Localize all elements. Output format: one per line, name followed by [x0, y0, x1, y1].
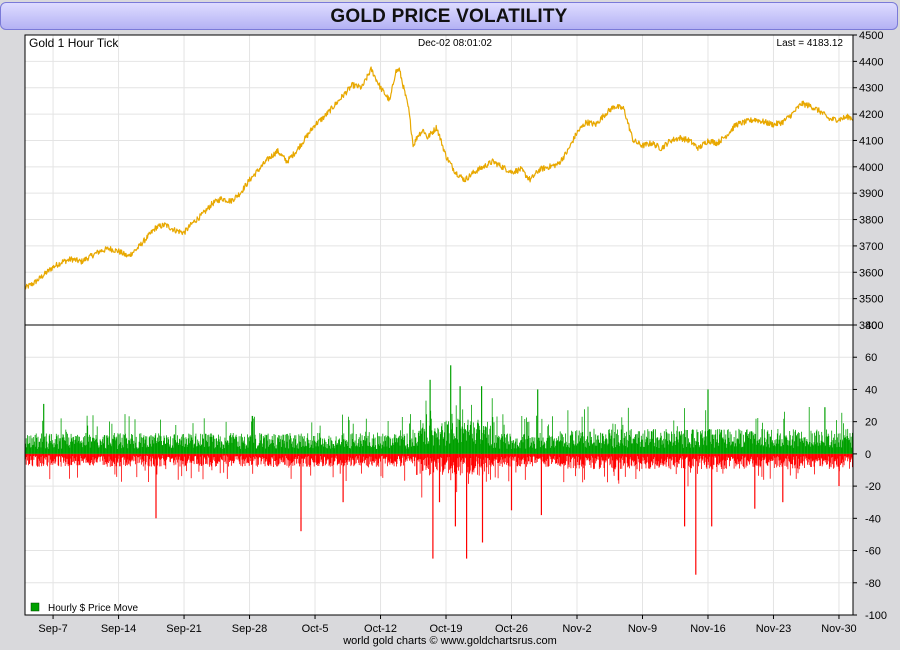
volatility-tick-label: 0 — [865, 449, 871, 461]
volatility-tick-label: -80 — [865, 578, 881, 590]
price-tick-label: 4000 — [859, 162, 883, 174]
chart-title: GOLD PRICE VOLATILITY — [330, 6, 568, 27]
volatility-tick-label: 60 — [865, 352, 877, 364]
date-tick-label: Oct-19 — [430, 623, 463, 635]
price-tick-label: 4200 — [859, 109, 883, 121]
last-price: Last = 4183.12 — [777, 38, 844, 49]
legend-swatch — [30, 602, 40, 612]
date-tick-label: Oct-5 — [302, 623, 329, 635]
price-panel — [24, 34, 854, 326]
price-tick-label: 4500 — [859, 30, 883, 42]
volatility-tick-label: 20 — [865, 417, 877, 429]
price-tick-label: 3400 — [859, 320, 883, 332]
price-tick-label: 3500 — [859, 294, 883, 306]
price-tick-label: 3700 — [859, 241, 883, 253]
price-tick-label: 4400 — [859, 56, 883, 68]
date-tick-label: Nov-9 — [628, 623, 657, 635]
date-tick-label: Sep-21 — [166, 623, 201, 635]
bars-layer — [24, 365, 853, 575]
date-tick-label: Oct-26 — [495, 623, 528, 635]
volatility-tick-label: -60 — [865, 546, 881, 558]
price-line — [24, 66, 854, 290]
date-tick-label: Nov-30 — [821, 623, 856, 635]
volatility-tick-label: -100 — [865, 610, 887, 622]
price-tick-label: 3800 — [859, 215, 883, 227]
footer-credit: world gold charts © www.goldchartsrus.co… — [342, 635, 557, 647]
price-tick-label: 4100 — [859, 135, 883, 147]
timestamp: Dec-02 08:01:02 — [418, 38, 492, 49]
price-tick-label: 3600 — [859, 267, 883, 279]
volatility-tick-label: 80 — [865, 320, 877, 332]
price-chart-title: Gold 1 Hour Tick — [29, 36, 119, 50]
date-tick-label: Sep-14 — [101, 623, 136, 635]
x-axis-ticks: Sep-7 Sep-14 Sep-21 Sep-28 Oct-5 Oct-12 Oct-19… — [38, 615, 857, 635]
y-axis-ticks: 3400 3500 3600 3700 3800 3900 4000 4100 4200 4300… — [853, 30, 887, 622]
date-tick-label: Nov-23 — [756, 623, 791, 635]
date-tick-label: Nov-2 — [562, 623, 591, 635]
price-tick-label: 4300 — [859, 83, 883, 95]
date-tick-label: Oct-12 — [364, 623, 397, 635]
title-bar: GOLD PRICE VOLATILITY — [0, 2, 898, 30]
date-tick-label: Nov-16 — [690, 623, 725, 635]
volatility-tick-label: -40 — [865, 513, 881, 525]
date-tick-label: Sep-7 — [38, 623, 67, 635]
volatility-tick-label: 40 — [865, 384, 877, 396]
price-tick-label: 3900 — [859, 188, 883, 200]
legend-label: Hourly $ Price Move — [48, 603, 138, 614]
date-tick-label: Sep-28 — [232, 623, 267, 635]
volatility-tick-label: -20 — [865, 481, 881, 493]
